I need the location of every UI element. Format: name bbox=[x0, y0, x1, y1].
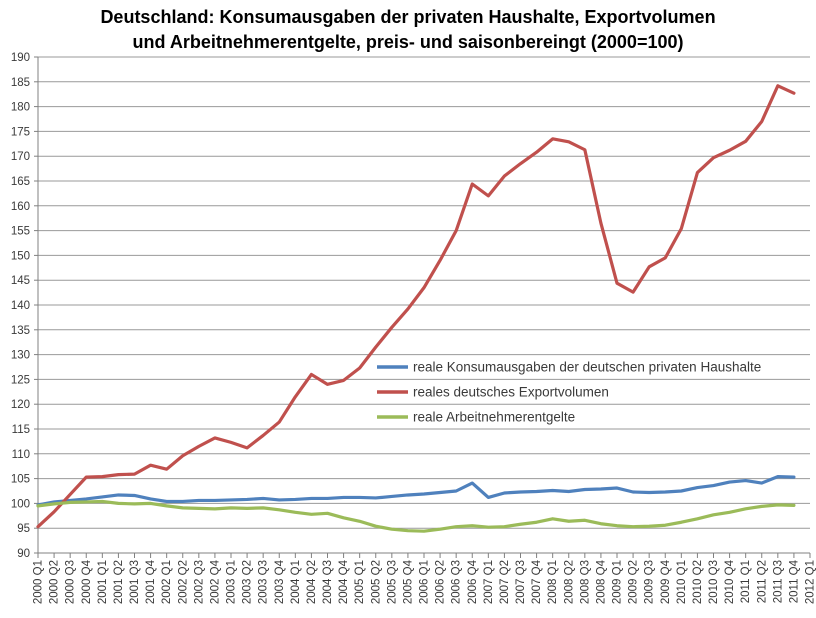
legend-label-exportvolumen: reales deutsches Exportvolumen bbox=[413, 385, 609, 400]
x-tick-label: 2005 Q4 bbox=[402, 559, 414, 604]
x-tick-label: 2001 Q4 bbox=[145, 559, 157, 604]
y-tick-label: 145 bbox=[11, 275, 30, 287]
x-tick-label: 2011 Q2 bbox=[756, 560, 768, 603]
x-tick-label: 2003 Q1 bbox=[226, 560, 238, 604]
legend: reale Konsumausgaben der deutschen priva… bbox=[377, 360, 761, 425]
y-tick-label: 120 bbox=[11, 399, 30, 411]
x-tick-label: 2000 Q4 bbox=[81, 559, 93, 604]
x-tick-label: 2010 Q4 bbox=[724, 559, 736, 604]
x-tick-label: 2006 Q2 bbox=[435, 560, 447, 604]
y-tick-label: 105 bbox=[11, 474, 30, 486]
y-tick-label: 90 bbox=[17, 548, 30, 560]
y-tick-label: 115 bbox=[12, 424, 30, 436]
x-tick-label: 2011 Q1 bbox=[740, 560, 752, 603]
chart-title-line2: und Arbeitnehmerentgelte, preis- und sai… bbox=[132, 32, 684, 52]
legend-item-exportvolumen: reales deutsches Exportvolumen bbox=[377, 385, 609, 400]
x-tick-label: 2008 Q4 bbox=[595, 559, 607, 604]
legend-label-arbeitnehmerentgelte: reale Arbeitnehmerentgelte bbox=[413, 410, 575, 425]
x-tick-label: 2010 Q1 bbox=[676, 560, 688, 604]
x-tick-label: 2005 Q2 bbox=[370, 560, 382, 604]
y-gridlines bbox=[38, 56, 810, 529]
y-tick-label: 130 bbox=[11, 350, 30, 362]
x-tick-label: 2002 Q3 bbox=[193, 560, 205, 604]
y-tick-label: 125 bbox=[11, 374, 30, 386]
x-tick-label: 2000 Q1 bbox=[33, 560, 45, 604]
x-tick-label: 2003 Q2 bbox=[242, 560, 254, 604]
x-tick-label: 2005 Q1 bbox=[354, 560, 366, 604]
y-tick-label: 140 bbox=[11, 300, 30, 312]
y-tick-label: 170 bbox=[11, 151, 30, 163]
x-tick-label: 2002 Q4 bbox=[209, 559, 221, 604]
series-line-exportvolumen bbox=[36, 84, 796, 529]
x-tick-label: 2001 Q3 bbox=[129, 560, 141, 604]
x-tick-label: 2011 Q4 bbox=[788, 559, 800, 603]
x-tick-label: 2009 Q4 bbox=[660, 559, 672, 604]
series-line-konsumausgaben bbox=[36, 475, 796, 507]
x-tick-label: 2007 Q4 bbox=[531, 559, 543, 604]
x-tick-label: 2009 Q3 bbox=[644, 560, 656, 604]
x-tick-label: 2007 Q1 bbox=[483, 560, 495, 604]
y-tick-label: 95 bbox=[17, 523, 30, 535]
y-tick-label: 100 bbox=[11, 498, 30, 510]
x-tick-label: 2006 Q3 bbox=[451, 560, 463, 604]
chart-title-line1: Deutschland: Konsumausgaben der privaten… bbox=[100, 7, 716, 27]
y-tick-label: 180 bbox=[11, 102, 30, 114]
y-tick-label: 175 bbox=[11, 126, 30, 138]
x-tick-label: 2010 Q2 bbox=[692, 560, 704, 604]
y-axis-ticks bbox=[34, 56, 38, 554]
y-tick-label: 150 bbox=[11, 250, 30, 262]
x-axis-ticks bbox=[37, 553, 811, 558]
chart-title: Deutschland: Konsumausgaben der privaten… bbox=[0, 5, 816, 55]
x-tick-label: 2000 Q2 bbox=[49, 560, 61, 604]
x-tick-label: 2007 Q3 bbox=[515, 560, 527, 604]
x-tick-label: 2009 Q1 bbox=[612, 560, 624, 604]
y-tick-label: 190 bbox=[11, 52, 30, 64]
x-tick-label: 2003 Q4 bbox=[274, 559, 286, 604]
y-tick-label: 185 bbox=[11, 77, 30, 89]
x-tick-label: 2006 Q4 bbox=[467, 559, 479, 604]
y-tick-label: 160 bbox=[11, 201, 30, 213]
x-tick-label: 2012 Q1 bbox=[805, 560, 816, 604]
y-tick-label: 165 bbox=[11, 176, 30, 188]
x-tick-label: 2009 Q2 bbox=[628, 560, 640, 604]
x-tick-label: 2001 Q2 bbox=[113, 560, 125, 604]
x-tick-label: 2001 Q1 bbox=[97, 560, 109, 604]
x-tick-label: 2002 Q2 bbox=[177, 560, 189, 604]
x-tick-label: 2006 Q1 bbox=[419, 560, 431, 604]
x-tick-label: 2004 Q3 bbox=[322, 560, 334, 604]
x-tick-label: 2008 Q3 bbox=[579, 560, 591, 604]
x-tick-label: 2004 Q1 bbox=[290, 560, 302, 604]
y-tick-label: 135 bbox=[11, 325, 30, 337]
y-tick-label: 155 bbox=[11, 226, 30, 238]
x-tick-label: 2007 Q2 bbox=[499, 560, 511, 604]
x-tick-label: 2004 Q4 bbox=[338, 559, 350, 604]
x-tick-label: 2011 Q3 bbox=[772, 560, 784, 603]
series-line-arbeitnehmerentgelte bbox=[36, 499, 796, 533]
x-tick-label: 2008 Q1 bbox=[547, 560, 559, 604]
legend-item-arbeitnehmerentgelte: reale Arbeitnehmerentgelte bbox=[377, 410, 575, 425]
x-tick-label: 2003 Q3 bbox=[258, 560, 270, 604]
legend-item-konsumausgaben: reale Konsumausgaben der deutschen priva… bbox=[377, 360, 761, 375]
x-tick-label: 2005 Q3 bbox=[386, 560, 398, 604]
x-axis-labels: 2000 Q1 2000 Q2 2000 Q3 2000 Q4 2001 Q1 2001 … bbox=[33, 559, 816, 604]
y-tick-label: 110 bbox=[12, 449, 30, 461]
legend-label-konsumausgaben: reale Konsumausgaben der deutschen priva… bbox=[413, 360, 761, 375]
y-axis-labels: 90 95 100 105 110 115 120 125 130 135 140 145 150 155… bbox=[11, 52, 30, 560]
x-tick-label: 2004 Q2 bbox=[306, 560, 318, 604]
x-tick-label: 2002 Q1 bbox=[161, 560, 173, 604]
x-tick-label: 2010 Q3 bbox=[708, 560, 720, 604]
x-tick-label: 2000 Q3 bbox=[65, 560, 77, 604]
x-tick-label: 2008 Q2 bbox=[563, 560, 575, 604]
